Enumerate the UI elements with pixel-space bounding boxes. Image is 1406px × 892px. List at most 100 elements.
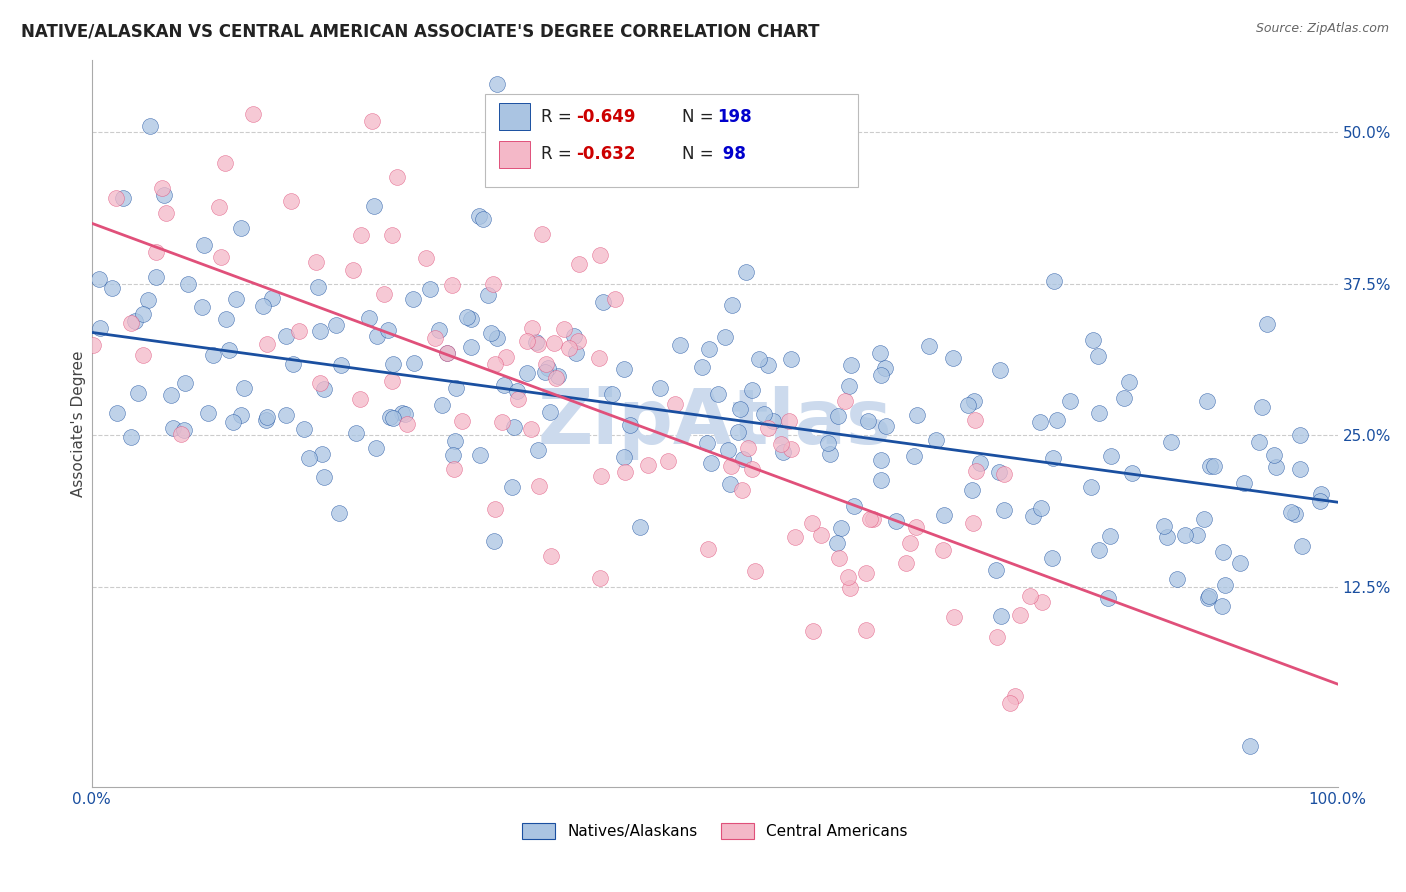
Point xyxy=(1118,376,1140,390)
Point xyxy=(537,360,560,375)
Point xyxy=(472,211,495,226)
Point xyxy=(717,442,740,457)
Point xyxy=(229,408,252,422)
Text: R =: R = xyxy=(541,145,578,163)
Point xyxy=(838,379,860,393)
Point xyxy=(553,322,575,336)
Point xyxy=(281,358,304,372)
Point xyxy=(349,228,371,243)
Point xyxy=(1263,449,1285,463)
Point xyxy=(905,520,928,534)
Point xyxy=(780,352,803,367)
Point xyxy=(734,265,756,279)
Point xyxy=(492,378,515,392)
Point xyxy=(325,318,347,333)
Point xyxy=(104,191,127,205)
Point xyxy=(304,255,326,269)
Point xyxy=(1174,527,1197,541)
Point xyxy=(613,450,636,464)
Point xyxy=(1042,451,1064,466)
Point xyxy=(993,467,1015,481)
Point xyxy=(153,188,176,202)
Point xyxy=(837,570,859,584)
Point xyxy=(444,381,467,395)
Point xyxy=(396,417,419,432)
Point xyxy=(591,469,613,483)
Point xyxy=(727,425,749,440)
Point xyxy=(363,199,385,213)
Point xyxy=(529,479,551,493)
Point xyxy=(801,516,824,530)
Text: 98: 98 xyxy=(717,145,747,163)
Point xyxy=(443,434,465,449)
Text: NATIVE/ALASKAN VS CENTRAL AMERICAN ASSOCIATE'S DEGREE CORRELATION CHART: NATIVE/ALASKAN VS CENTRAL AMERICAN ASSOC… xyxy=(21,22,820,40)
Point xyxy=(501,480,523,494)
Point xyxy=(544,371,567,385)
Point xyxy=(568,257,591,271)
Point xyxy=(827,409,849,423)
Point xyxy=(1198,458,1220,473)
Point xyxy=(737,442,759,456)
Point xyxy=(744,564,766,578)
Point xyxy=(527,336,550,351)
Point xyxy=(894,557,917,571)
Point xyxy=(748,352,770,367)
Point xyxy=(986,563,1008,577)
Point xyxy=(783,530,806,544)
Text: ZipAtlas: ZipAtlas xyxy=(537,386,891,460)
Point xyxy=(898,536,921,550)
Point xyxy=(664,396,686,410)
Point xyxy=(842,500,865,514)
Point xyxy=(613,361,636,376)
Point xyxy=(402,293,425,307)
Point xyxy=(1010,607,1032,622)
Point xyxy=(530,227,553,241)
Point xyxy=(176,277,198,292)
Point xyxy=(468,209,491,223)
Point xyxy=(516,367,538,381)
Point xyxy=(222,416,245,430)
Point xyxy=(232,381,254,395)
Point xyxy=(613,465,636,479)
Point xyxy=(1310,486,1333,500)
Point xyxy=(451,415,474,429)
Point xyxy=(942,351,965,366)
Point xyxy=(191,300,214,314)
Point xyxy=(309,324,332,338)
Point xyxy=(963,393,986,408)
Point xyxy=(536,357,558,371)
Point xyxy=(956,398,979,412)
Point xyxy=(873,361,896,376)
Point xyxy=(562,328,585,343)
Point xyxy=(1153,519,1175,533)
Point xyxy=(1080,480,1102,494)
Point xyxy=(1198,589,1220,603)
Point xyxy=(155,206,177,220)
Point xyxy=(988,363,1011,377)
Point xyxy=(1212,545,1234,559)
Point xyxy=(485,331,508,345)
Point xyxy=(1121,466,1143,480)
Point xyxy=(1088,406,1111,420)
Point xyxy=(969,456,991,470)
Point xyxy=(127,386,149,401)
Point xyxy=(825,535,848,549)
Legend: Natives/Alaskans, Central Americans: Natives/Alaskans, Central Americans xyxy=(516,817,914,845)
Point xyxy=(381,374,404,388)
Point xyxy=(193,238,215,252)
Point xyxy=(231,220,253,235)
Point xyxy=(965,413,987,427)
Point xyxy=(214,155,236,169)
Point xyxy=(925,433,948,447)
Point xyxy=(342,263,364,277)
Point xyxy=(377,323,399,337)
Point xyxy=(998,696,1021,710)
Point xyxy=(648,381,671,395)
Point xyxy=(731,451,754,466)
Point xyxy=(430,398,453,412)
Point xyxy=(468,448,491,462)
Point xyxy=(1288,462,1310,476)
Point xyxy=(990,608,1012,623)
Point xyxy=(884,514,907,528)
Point xyxy=(516,334,538,348)
